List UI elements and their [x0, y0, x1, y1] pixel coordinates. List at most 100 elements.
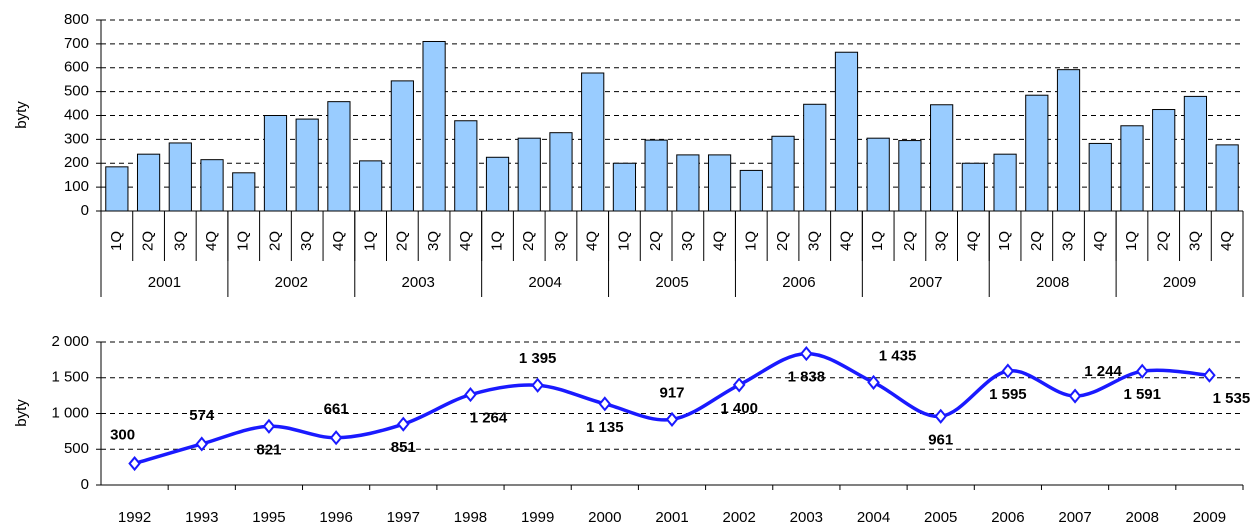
x-tick-label: 2003 [790, 509, 823, 525]
x-tick-label: 1998 [454, 509, 487, 525]
data-label: 1 595 [989, 386, 1027, 403]
group-label: 2005 [655, 274, 688, 291]
group-label: 2008 [1036, 274, 1069, 291]
bar [644, 139, 668, 212]
line [134, 351, 1210, 466]
x-tick-label: 1999 [521, 509, 554, 525]
x-tick-label: 4Q [711, 231, 728, 251]
marker [1068, 388, 1082, 404]
x-tick-label: 2000 [588, 509, 621, 525]
x-tick-label: 2Q [901, 231, 918, 251]
marker [195, 436, 209, 452]
bar [359, 160, 383, 212]
x-tick-label: 1Q [869, 231, 886, 251]
data-label: 1 591 [1123, 386, 1161, 403]
x-tick-label: 1Q [1123, 231, 1140, 251]
group-label: 2003 [402, 274, 435, 291]
marker [800, 346, 813, 362]
x-tick-label: 1995 [252, 509, 285, 525]
bar [1152, 109, 1176, 212]
data-label: 851 [391, 439, 416, 456]
y-tick-label: 300 [64, 130, 89, 147]
marker [1001, 363, 1015, 379]
y-tick-label: 500 [64, 83, 89, 100]
bar [612, 162, 637, 212]
data-label: 961 [928, 431, 953, 448]
marker [732, 377, 746, 393]
x-tick-label: 4Q [584, 231, 601, 251]
x-tick-label: 4Q [203, 231, 220, 251]
marker [128, 455, 141, 472]
bar [517, 137, 541, 212]
data-label: 917 [659, 384, 684, 401]
marker [262, 418, 276, 434]
bar [1056, 69, 1081, 212]
y-tick-label: 200 [64, 154, 89, 171]
bar [834, 51, 859, 212]
data-label: 1 535 [1213, 390, 1250, 407]
data-label: 1 435 [879, 347, 917, 364]
y-tick-label: 1 500 [51, 369, 89, 386]
data-label: 821 [256, 441, 281, 458]
bar [295, 118, 319, 212]
x-tick-label: 3Q [552, 231, 569, 251]
marker [531, 377, 544, 393]
x-tick-label: 3Q [171, 231, 188, 251]
marker [329, 430, 343, 446]
group-label: 2001 [148, 274, 181, 291]
x-tick-label: 1Q [742, 231, 759, 251]
x-tick-label: 2Q [520, 231, 537, 251]
x-tick-label: 2Q [647, 231, 664, 251]
bar [739, 169, 763, 212]
x-tick-label: 3Q [806, 231, 823, 251]
bar [707, 154, 732, 212]
x-tick-label: 2Q [393, 231, 410, 251]
y-tick-label: 700 [64, 35, 89, 52]
data-label: 1 838 [788, 369, 826, 386]
x-tick-label: 1993 [185, 509, 218, 525]
y-tick-label: 0 [81, 476, 89, 493]
x-tick-label: 3Q [933, 231, 950, 251]
bar [422, 40, 446, 212]
data-label: 1 400 [720, 400, 758, 417]
x-tick-label: 1Q [362, 231, 379, 251]
bar [993, 153, 1017, 212]
y-tick-label: 800 [64, 11, 89, 28]
bar [200, 159, 224, 212]
y-tick-label: 500 [64, 440, 89, 457]
marker [1135, 363, 1149, 379]
x-tick-label: 1Q [488, 231, 505, 251]
data-label: 1 135 [586, 419, 624, 436]
x-tick-label: 2002 [722, 509, 755, 525]
group-label: 2009 [1163, 274, 1196, 291]
bar [803, 103, 827, 212]
bar [676, 154, 700, 212]
y-tick-label: 600 [64, 59, 89, 76]
marker [665, 411, 679, 427]
x-tick-label: 1Q [235, 231, 252, 251]
x-tick-label: 2Q [774, 231, 791, 251]
x-tick-label: 2009 [1193, 509, 1226, 525]
bar [771, 135, 795, 212]
x-tick-label: 1Q [615, 231, 632, 251]
bar [581, 72, 605, 212]
x-tick-label: 4Q [964, 231, 981, 251]
bar [961, 162, 985, 212]
bar [485, 156, 510, 212]
x-tick-label: 2008 [1126, 509, 1159, 525]
bar [549, 132, 573, 212]
bar [930, 104, 954, 212]
data-label: 661 [324, 401, 349, 418]
data-label: 574 [189, 407, 215, 424]
marker [598, 396, 612, 412]
data-label: 1 395 [519, 350, 557, 367]
marker [1203, 367, 1216, 383]
bar [454, 120, 478, 212]
x-tick-label: 4Q [1218, 231, 1235, 251]
bar [168, 142, 192, 212]
marker [934, 408, 948, 424]
y-tick-label: 0 [81, 202, 89, 219]
bar [1215, 144, 1239, 212]
x-tick-label: 2Q [1155, 231, 1172, 251]
